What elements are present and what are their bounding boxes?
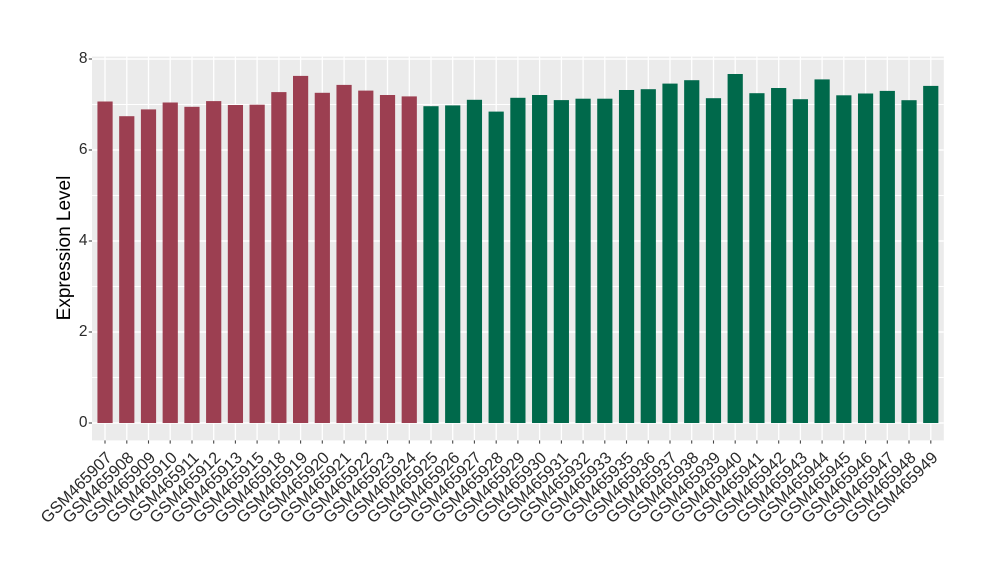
svg-text:Expression Level: Expression Level	[54, 176, 75, 321]
svg-text:0: 0	[79, 414, 88, 431]
svg-text:4: 4	[79, 232, 88, 249]
svg-text:8: 8	[79, 50, 88, 67]
svg-text:6: 6	[79, 141, 88, 158]
svg-text:2: 2	[79, 323, 88, 340]
